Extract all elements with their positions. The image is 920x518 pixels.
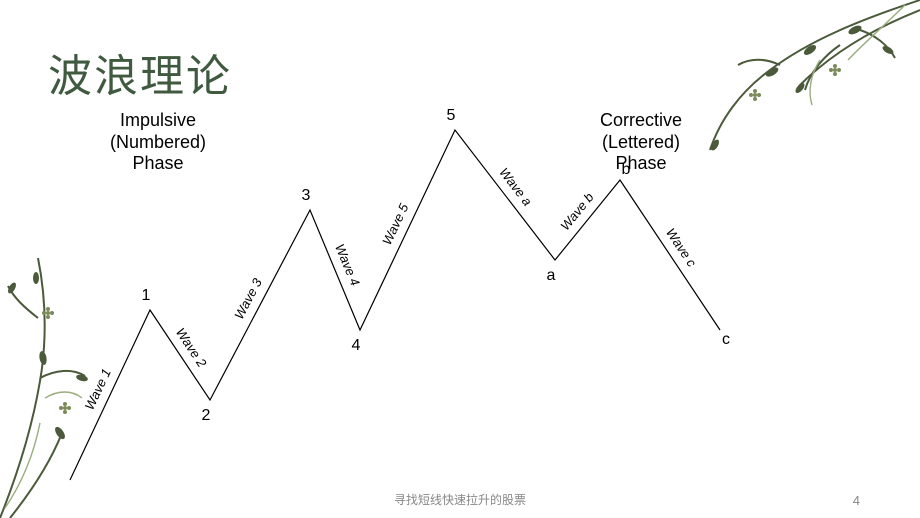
svg-text:1: 1 xyxy=(142,287,151,304)
page-number: 4 xyxy=(853,493,860,508)
svg-text:Wave 4: Wave 4 xyxy=(332,242,363,288)
footer-caption: 寻找短线快速拉升的股票 xyxy=(394,491,526,508)
svg-text:Wave 3: Wave 3 xyxy=(231,275,265,321)
svg-text:3: 3 xyxy=(302,187,311,204)
svg-text:a: a xyxy=(547,267,556,284)
svg-text:b: b xyxy=(622,161,631,178)
svg-text:2: 2 xyxy=(202,407,211,424)
svg-text:4: 4 xyxy=(352,337,361,354)
svg-text:Wave 1: Wave 1 xyxy=(82,366,114,412)
svg-text:c: c xyxy=(722,331,730,348)
svg-text:5: 5 xyxy=(447,107,456,124)
svg-text:Wave a: Wave a xyxy=(496,165,535,209)
svg-text:Wave 2: Wave 2 xyxy=(173,325,210,370)
svg-text:Wave b: Wave b xyxy=(557,190,596,233)
elliott-wave-diagram: 1 2 3 4 5 a b c Wave 1 Wave 2 Wave 3 Wave 4 Wave 5 Wa… xyxy=(0,0,920,518)
svg-text:Wave c: Wave c xyxy=(663,225,700,270)
slide: 波浪理论 Impulsive (Numbered) Phase Correcti… xyxy=(0,0,920,518)
svg-text:Wave 5: Wave 5 xyxy=(379,200,412,247)
